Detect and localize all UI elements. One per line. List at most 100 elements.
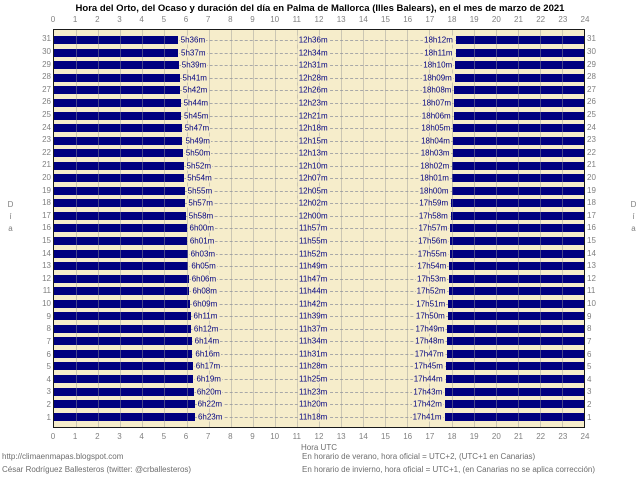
night-bar-evening <box>450 211 584 220</box>
day-number-left: 22 <box>42 147 51 157</box>
night-bar-evening <box>453 111 584 120</box>
day-duration-label: 11h55m <box>297 236 329 246</box>
day-number-right: 23 <box>587 135 596 145</box>
sunset-time-label: 17h48m <box>414 336 446 346</box>
sunrise-time-label: 6h16m <box>194 349 221 359</box>
night-bar-morning <box>54 186 185 195</box>
day-duration-label: 12h23m <box>297 98 329 108</box>
axis-tick: 18 <box>447 15 457 24</box>
day-row: 6h19m 11h25m 17h44m <box>54 373 584 386</box>
sunset-time-label: 18h04m <box>420 136 451 146</box>
day-row: 6h23m 11h18m 17h41m <box>54 410 584 423</box>
day-row: 5h50m 12h13m 18h03m <box>54 147 584 160</box>
axis-tick: 12 <box>314 432 324 441</box>
axis-tick: 6 <box>183 432 189 441</box>
night-bar-morning <box>54 237 187 246</box>
day-number-right: 17 <box>587 210 596 220</box>
day-row: 6h20m 11h23m 17h43m <box>54 385 584 398</box>
day-duration-label: 12h21m <box>297 111 329 121</box>
axis-tick: 14 <box>358 15 368 24</box>
night-bar-morning <box>54 324 191 333</box>
axis-tick: 11 <box>292 15 301 24</box>
footer-note-summer: En horario de verano, hora oficial = UTC… <box>302 452 536 461</box>
axis-tick: 24 <box>580 15 590 24</box>
sunset-time-label: 17h54m <box>416 261 448 271</box>
day-number-right: 22 <box>587 147 596 157</box>
day-number-left: 18 <box>42 198 51 208</box>
day-number-left: 13 <box>42 261 51 271</box>
night-bar-morning <box>54 274 189 283</box>
night-bar-evening <box>452 161 584 170</box>
sunrise-time-label: 5h37m <box>180 48 207 58</box>
day-row: 5h41m 12h28m 18h09m <box>54 72 584 85</box>
sunrise-time-label: 5h45m <box>182 111 210 121</box>
sunrise-time-label: 6h01m <box>188 236 216 246</box>
day-row: 6h14m 11h34m 17h48m <box>54 335 584 348</box>
night-bar-morning <box>54 99 181 107</box>
day-row: 6h01m 11h55m 17h56m <box>54 235 584 248</box>
night-bar-morning <box>54 111 181 120</box>
day-duration-label: 12h05m <box>297 186 329 196</box>
plot-rows: 5h36m 12h36m 18h12m 5h37m 12h34m 18h11m 5h39m 1… <box>54 30 584 427</box>
night-bar-evening <box>445 375 584 384</box>
sunrise-time-label: 6h06m <box>190 274 218 284</box>
night-bar-evening <box>450 237 584 246</box>
day-row: 6h12m 11h37m 17h49m <box>54 323 584 336</box>
axis-tick: 12 <box>314 15 324 24</box>
sunset-time-label: 17h47m <box>413 349 445 359</box>
day-duration-label: 11h25m <box>297 374 329 384</box>
axis-tick: 20 <box>491 15 501 24</box>
day-row: 5h52m 12h10m 18h02m <box>54 159 584 172</box>
night-bar-evening <box>449 249 584 258</box>
sunset-time-label: 18h10m <box>422 60 454 70</box>
sunrise-time-label: 6h09m <box>191 299 219 309</box>
day-row: 5h45m 12h21m 18h06m <box>54 109 584 122</box>
night-bar-morning <box>54 136 183 145</box>
day-number-left: 11 <box>42 286 51 296</box>
day-number-right: 28 <box>587 72 596 82</box>
axis-tick: 9 <box>250 15 255 24</box>
day-duration-label: 11h44m <box>297 286 329 296</box>
axis-tick: 0 <box>50 432 56 441</box>
day-row: 5h36m 12h36m 18h12m <box>54 34 584 47</box>
axis-tick: 15 <box>381 15 390 24</box>
day-number-left: 17 <box>42 210 51 220</box>
night-bar-evening <box>445 387 584 396</box>
night-bar-evening <box>451 199 584 208</box>
day-row: 5h47m 12h18m 18h05m <box>54 122 584 135</box>
sunset-time-label: 18h11m <box>423 48 454 58</box>
day-number-left: 1 <box>46 412 51 422</box>
axis-tick: 23 <box>558 15 568 24</box>
day-duration-label: 11h28m <box>297 361 329 371</box>
axis-tick: 13 <box>336 15 346 24</box>
night-bar-evening <box>455 61 584 70</box>
day-number-left: 26 <box>42 97 51 107</box>
axis-tick: 17 <box>425 15 435 24</box>
x-axis-label: Hora UTC <box>300 443 337 452</box>
sunset-time-label: 17h58m <box>417 211 449 221</box>
sunrise-time-label: 6h03m <box>189 249 217 259</box>
day-duration-label: 12h18m <box>297 123 329 133</box>
sunrise-time-label: 5h58m <box>187 211 215 221</box>
day-duration-label: 12h00m <box>297 211 329 221</box>
day-row: 5h37m 12h34m 18h11m <box>54 47 584 60</box>
night-bar-morning <box>54 149 183 158</box>
footer-url: http://climaenmapas.blogspot.com <box>2 452 124 461</box>
day-number-right: 15 <box>587 236 596 246</box>
day-number-right: 1 <box>587 412 592 422</box>
sunrise-time-label: 6h05m <box>190 261 217 271</box>
day-duration-label: 11h37m <box>297 324 329 334</box>
day-number-right: 20 <box>587 173 596 182</box>
day-duration-label: 12h02m <box>297 198 329 208</box>
day-number-right: 24 <box>587 122 596 132</box>
day-number-right: 12 <box>587 273 596 283</box>
axis-tick: 3 <box>117 432 122 441</box>
axis-tick: 5 <box>161 432 167 441</box>
night-bar-evening <box>444 400 584 409</box>
day-duration-label: 12h10m <box>297 161 329 171</box>
day-duration-label: 12h36m <box>297 35 329 45</box>
day-duration-label: 11h52m <box>297 249 329 259</box>
day-number-right: 19 <box>587 185 596 195</box>
night-bar-evening <box>445 362 584 371</box>
